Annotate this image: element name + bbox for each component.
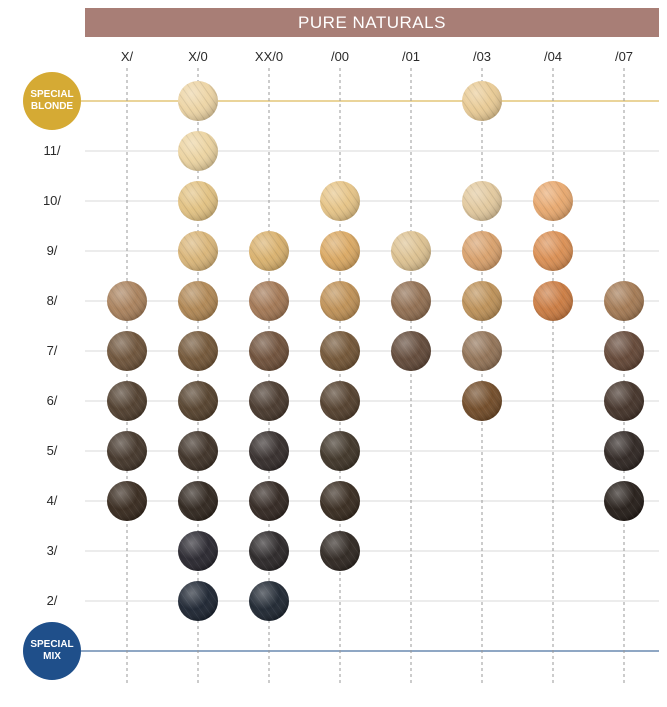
swatch-9-04[interactable] — [533, 231, 573, 271]
swatch-9-01[interactable] — [391, 231, 431, 271]
swatch-3-00[interactable] — [320, 531, 360, 571]
swatch-special-blonde-x-0[interactable] — [178, 81, 218, 121]
column-label-01: /01 — [401, 49, 421, 64]
row-label-2: 2/ — [46, 593, 58, 608]
swatch-8-01[interactable] — [391, 281, 431, 321]
row-label-7: 7/ — [46, 343, 58, 358]
swatch-4-x[interactable] — [107, 481, 147, 521]
swatch-7-07[interactable] — [604, 331, 644, 371]
badge-line-2: BLONDE — [30, 101, 74, 112]
row-label-11: 11/ — [43, 143, 61, 158]
swatch-10-00[interactable] — [320, 181, 360, 221]
badge-line-2: MIX — [43, 651, 61, 662]
chart-title: PURE NATURALS — [298, 12, 446, 32]
swatch-4-00[interactable] — [320, 481, 360, 521]
swatch-8-04[interactable] — [533, 281, 573, 321]
swatch-5-x-0[interactable] — [178, 431, 218, 471]
swatch-9-xx-0[interactable] — [249, 231, 289, 271]
swatch-6-03[interactable] — [462, 381, 502, 421]
swatch-5-07[interactable] — [604, 431, 644, 471]
swatch-7-01[interactable] — [391, 331, 431, 371]
column-label-xx-0: XX/0 — [254, 49, 284, 64]
swatch-9-00[interactable] — [320, 231, 360, 271]
column-label-00: /00 — [330, 49, 350, 64]
swatch-3-x-0[interactable] — [178, 531, 218, 571]
swatch-7-x[interactable] — [107, 331, 147, 371]
swatch-10-x-0[interactable] — [178, 181, 218, 221]
swatch-7-00[interactable] — [320, 331, 360, 371]
swatch-6-xx-0[interactable] — [249, 381, 289, 421]
column-label-x-0: X/0 — [188, 49, 208, 64]
swatch-10-04[interactable] — [533, 181, 573, 221]
column-label-04: /04 — [543, 49, 563, 64]
badge-line-1: SPECIAL — [30, 639, 74, 650]
row-label-10: 10/ — [42, 193, 62, 208]
badge-line-1: SPECIAL — [30, 89, 74, 100]
swatch-7-03[interactable] — [462, 331, 502, 371]
column-label-x: X/ — [120, 49, 134, 64]
title-banner: PURE NATURALS — [85, 8, 659, 37]
row-label-3: 3/ — [46, 543, 58, 558]
badge-special-blonde: SPECIAL BLONDE — [23, 72, 81, 130]
column-label-07: /07 — [614, 49, 634, 64]
swatch-6-00[interactable] — [320, 381, 360, 421]
swatch-6-07[interactable] — [604, 381, 644, 421]
swatch-8-xx-0[interactable] — [249, 281, 289, 321]
swatch-5-x[interactable] — [107, 431, 147, 471]
swatch-4-xx-0[interactable] — [249, 481, 289, 521]
swatch-special-blonde-03[interactable] — [462, 81, 502, 121]
swatch-6-x-0[interactable] — [178, 381, 218, 421]
swatch-4-x-0[interactable] — [178, 481, 218, 521]
swatch-8-00[interactable] — [320, 281, 360, 321]
swatch-8-x-0[interactable] — [178, 281, 218, 321]
row-label-4: 4/ — [46, 493, 58, 508]
swatch-6-x[interactable] — [107, 381, 147, 421]
swatch-5-00[interactable] — [320, 431, 360, 471]
swatch-8-03[interactable] — [462, 281, 502, 321]
swatch-10-03[interactable] — [462, 181, 502, 221]
row-label-6: 6/ — [46, 393, 58, 408]
swatch-8-07[interactable] — [604, 281, 644, 321]
row-label-8: 8/ — [46, 293, 58, 308]
swatch-4-07[interactable] — [604, 481, 644, 521]
swatch-11-x-0[interactable] — [178, 131, 218, 171]
swatch-8-x[interactable] — [107, 281, 147, 321]
swatch-9-x-0[interactable] — [178, 231, 218, 271]
swatch-5-xx-0[interactable] — [249, 431, 289, 471]
swatch-2-x-0[interactable] — [178, 581, 218, 621]
swatch-7-x-0[interactable] — [178, 331, 218, 371]
row-label-9: 9/ — [46, 243, 58, 258]
swatch-9-03[interactable] — [462, 231, 502, 271]
swatch-2-xx-0[interactable] — [249, 581, 289, 621]
row-label-5: 5/ — [46, 443, 58, 458]
swatch-7-xx-0[interactable] — [249, 331, 289, 371]
swatch-3-xx-0[interactable] — [249, 531, 289, 571]
column-label-03: /03 — [472, 49, 492, 64]
badge-special-mix: SPECIAL MIX — [23, 622, 81, 680]
